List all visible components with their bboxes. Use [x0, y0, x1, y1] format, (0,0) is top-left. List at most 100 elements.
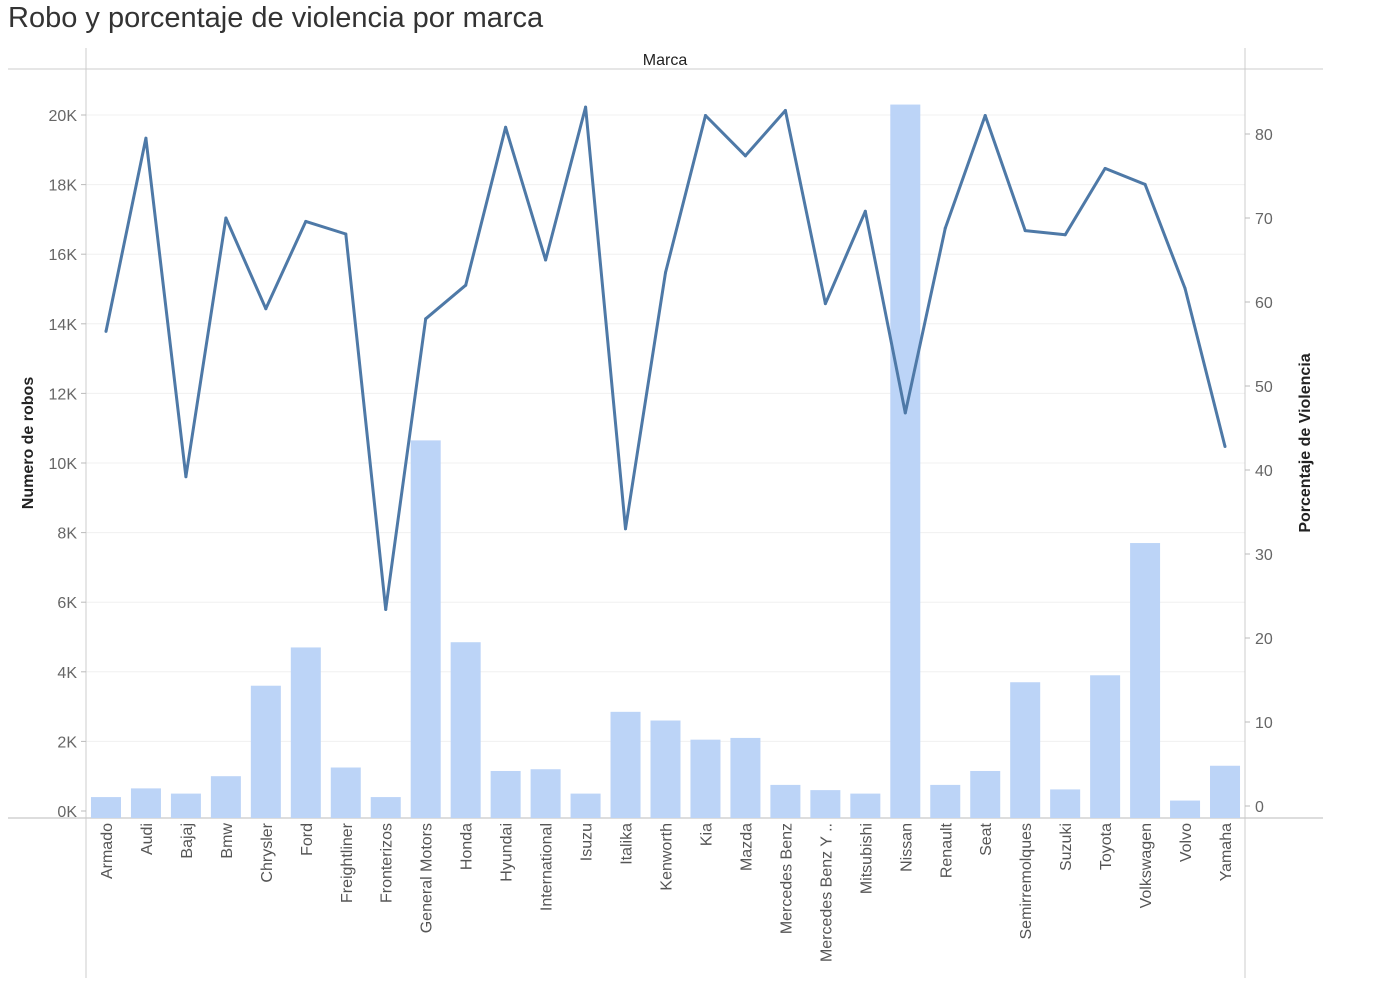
bar-bmw: [210, 776, 241, 818]
line-point-toyota: [1103, 166, 1107, 170]
line-point-renault: [943, 226, 947, 230]
x-tick-label: Toyota: [1098, 823, 1115, 870]
line-point-honda: [464, 283, 468, 287]
right-tick-label: 70: [1255, 211, 1273, 228]
left-axis-ticks: 0K 2K 4K 6K 8K 10K 12K 14K 16K 18K 20K: [49, 108, 86, 821]
line-point-mercedes-benz: [783, 108, 787, 112]
line-point-bmw: [224, 216, 228, 220]
bar-mercedes-benz-y-: [810, 790, 841, 818]
x-axis-ticks: Armado Audi Bajaj Bmw Chrysler Ford Freightlin…: [99, 822, 1235, 962]
bar-chrysler: [250, 685, 281, 818]
line-point-freightliner: [344, 232, 348, 236]
bar-bajaj: [170, 793, 201, 818]
line-series: [104, 105, 1227, 611]
right-tick-label: 30: [1255, 547, 1273, 564]
bar-semirremolques: [1010, 682, 1041, 818]
bar-italika: [610, 711, 641, 818]
bar-mercedes-benz: [770, 784, 801, 818]
line-point-fronterizos: [384, 607, 388, 611]
line-point-audi: [144, 136, 148, 140]
line-point-seat: [983, 114, 987, 118]
left-tick-label: 10K: [49, 456, 78, 473]
x-tick-label: Semirremolques: [1018, 823, 1035, 939]
bar-nissan: [890, 104, 921, 818]
right-tick-label: 10: [1255, 715, 1273, 732]
line-point-volvo: [1183, 287, 1187, 291]
bar-mazda: [730, 737, 761, 818]
bar-international: [530, 769, 561, 818]
line-point-chrysler: [264, 307, 268, 311]
bar-suzuki: [1050, 789, 1081, 818]
line-point-international: [544, 258, 548, 262]
bar-fronterizos: [370, 797, 401, 818]
bar-freightliner: [330, 767, 361, 818]
bar-kenworth: [650, 720, 681, 818]
right-axis-ticks: 0 10 20 30 40 50 60 70 80: [1245, 127, 1273, 816]
x-tick-label: Fronterizos: [379, 823, 396, 903]
x-tick-label: Volkswagen: [1138, 823, 1155, 908]
x-tick-label: Bmw: [219, 823, 236, 859]
bar-volkswagen: [1130, 543, 1161, 818]
left-tick-label: 16K: [49, 247, 78, 264]
violence-line: [104, 105, 1227, 611]
line-point-armado: [104, 329, 108, 333]
line-point-semirremolques: [1023, 229, 1027, 233]
bar-audi: [130, 788, 161, 818]
left-tick-label: 0K: [57, 804, 77, 821]
x-tick-label: Italika: [619, 823, 636, 865]
x-tick-label: Honda: [459, 823, 476, 870]
line-point-nissan: [903, 411, 907, 415]
bar-kia: [690, 739, 721, 818]
line-point-mercedes-benz-y-: [823, 302, 827, 306]
bar-seat: [970, 770, 1001, 818]
bar-mitsubishi: [850, 793, 881, 818]
line-point-ford: [304, 219, 308, 223]
x-tick-label: Audi: [139, 823, 156, 855]
page-title: Robo y porcentaje de violencia por marca: [8, 2, 544, 34]
line-point-bajaj: [184, 475, 188, 479]
x-tick-label: Nissan: [898, 823, 915, 872]
x-tick-label: Kenworth: [659, 823, 676, 891]
x-tick-label: Freightliner: [339, 822, 356, 903]
right-tick-label: 60: [1255, 295, 1273, 312]
x-tick-label: Suzuki: [1058, 823, 1075, 871]
line-point-mitsubishi: [863, 209, 867, 213]
x-tick-label: Bajaj: [179, 823, 196, 859]
right-tick-label: 80: [1255, 127, 1273, 144]
x-tick-label: Mitsubishi: [858, 823, 875, 894]
bar-series: [90, 104, 1241, 818]
x-tick-label: Isuzu: [579, 823, 596, 861]
left-tick-label: 4K: [57, 665, 77, 682]
left-tick-label: 2K: [57, 734, 77, 751]
x-tick-label: Ford: [299, 823, 316, 856]
right-tick-label: 50: [1255, 379, 1273, 396]
x-tick-label: Mercedes Benz: [778, 823, 795, 934]
gridlines: [86, 114, 1245, 742]
x-tick-label: General Motors: [419, 823, 436, 933]
left-tick-label: 6K: [57, 595, 77, 612]
line-point-volkswagen: [1143, 182, 1147, 186]
bar-general-motors: [410, 440, 441, 818]
x-axis-header: Marca: [643, 52, 688, 69]
left-tick-label: 14K: [49, 317, 78, 334]
line-point-isuzu: [584, 105, 588, 109]
line-point-mazda: [743, 154, 747, 158]
left-tick-label: 12K: [49, 386, 78, 403]
left-axis-title: Numero de robos: [20, 377, 37, 510]
bar-hyundai: [490, 770, 521, 818]
x-tick-label: Chrysler: [259, 822, 276, 882]
bar-renault: [930, 784, 961, 818]
left-tick-label: 20K: [49, 108, 78, 125]
right-tick-label: 40: [1255, 463, 1273, 480]
line-point-suzuki: [1063, 233, 1067, 237]
line-point-hyundai: [504, 125, 508, 129]
right-axis-title: Porcentaje de Violencia: [1297, 353, 1314, 532]
bar-yamaha: [1210, 765, 1241, 818]
bar-armado: [90, 797, 121, 818]
bar-volvo: [1170, 800, 1201, 818]
bar-honda: [450, 642, 481, 818]
bar-toyota: [1090, 675, 1121, 818]
line-point-kia: [703, 114, 707, 118]
x-tick-label: International: [539, 823, 556, 911]
